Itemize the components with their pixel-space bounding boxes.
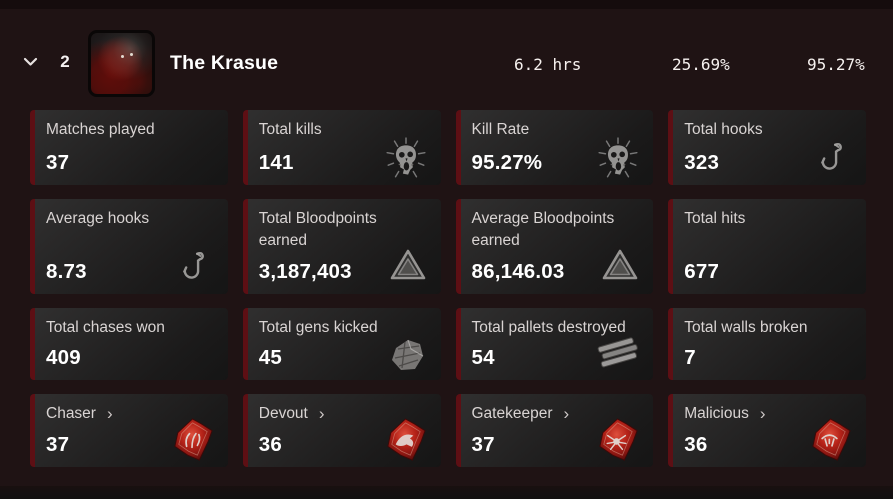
chevron-right-icon: › — [318, 404, 325, 423]
card-label: Total gens kicked — [258, 319, 378, 336]
stat-card-malicious[interactable]: Malicious › 36 — [668, 394, 866, 467]
card-label: Chaser — [46, 405, 96, 422]
stat-card-total-pallets-destroyed: Total pallets destroyed 54 — [455, 308, 654, 380]
skull-icon — [383, 137, 429, 183]
card-value: 86,146.03 — [471, 260, 565, 283]
card-value: 141 — [258, 151, 294, 174]
card-header: Total pallets destroyed — [472, 317, 640, 339]
card-value: 409 — [46, 346, 81, 369]
card-label: Kill Rate — [471, 121, 530, 138]
card-header: Total kills — [259, 119, 427, 141]
card-value: 95.27% — [471, 151, 543, 174]
card-header: Total walls broken — [684, 317, 852, 339]
top-divider — [0, 0, 893, 9]
stat-card-chaser[interactable]: Chaser › 37 — [30, 394, 228, 467]
chevron-right-icon: › — [563, 404, 570, 423]
card-label: Total pallets destroyed — [471, 319, 626, 336]
stats-grid: Matches played 37 Total kills 141 Kill R… — [30, 110, 866, 467]
card-value: 8.73 — [46, 260, 87, 283]
portrait-eyes — [121, 55, 124, 58]
card-label: Average Bloodpoints earned — [471, 210, 615, 249]
chevron-down-icon[interactable] — [20, 54, 40, 70]
chevron-right-icon: › — [759, 404, 766, 423]
kill-rate: 95.27% — [807, 55, 865, 74]
card-label: Total hits — [684, 210, 746, 227]
emblem-devout-icon — [382, 415, 429, 464]
card-label: Total chases won — [46, 319, 165, 336]
card-value: 3,187,403 — [258, 260, 352, 283]
card-header: Average Bloodpoints earned — [472, 208, 640, 252]
stat-card-total-hits: Total hits 677 — [668, 199, 866, 294]
card-value: 36 — [684, 433, 708, 456]
card-header: Malicious › — [684, 403, 852, 425]
bottom-divider — [0, 486, 893, 499]
card-label: Devout — [258, 405, 308, 422]
pallet-icon — [595, 337, 641, 369]
card-header: Kill Rate — [472, 119, 640, 141]
emblem-malicious-icon — [807, 415, 854, 464]
killer-portrait — [88, 30, 155, 97]
card-header: Total chases won — [46, 317, 214, 339]
stat-card-devout[interactable]: Devout › 36 — [242, 394, 441, 467]
card-header: Chaser › — [46, 403, 214, 425]
card-value: 323 — [684, 151, 720, 174]
emblem-chaser-icon — [169, 415, 216, 464]
card-label: Matches played — [46, 121, 155, 138]
stat-card-gatekeeper[interactable]: Gatekeeper › 37 — [455, 394, 654, 467]
hook-icon — [177, 249, 210, 286]
card-value: 54 — [471, 346, 495, 369]
card-header: Matches played — [46, 119, 214, 141]
card-header: Devout › — [259, 403, 427, 425]
emblem-gatekeeper-icon — [594, 415, 641, 464]
generator-icon — [387, 335, 427, 375]
stat-card-total-hooks: Total hooks 323 — [668, 110, 866, 185]
stat-card-average-hooks: Average hooks 8.73 — [30, 199, 228, 294]
card-label: Malicious — [684, 405, 749, 422]
card-value: 37 — [46, 433, 70, 456]
stat-card-average-bloodpoints-earned: Average Bloodpoints earned 86,146.03 — [455, 199, 654, 294]
skull-icon — [595, 137, 641, 183]
card-value: 677 — [684, 260, 720, 283]
card-label: Total kills — [258, 121, 322, 138]
card-label: Total hooks — [684, 121, 763, 138]
bloodpoints-icon — [600, 247, 640, 285]
card-value: 45 — [258, 346, 282, 369]
killer-header: 2 The Krasue 6.2 hrs 25.69% 95.27% — [0, 9, 893, 101]
stat-card-total-bloodpoints-earned: Total Bloodpoints earned 3,187,403 — [242, 199, 441, 294]
card-label: Total Bloodpoints earned — [258, 210, 377, 249]
stat-card-total-gens-kicked: Total gens kicked 45 — [242, 308, 441, 380]
card-label: Average hooks — [46, 210, 150, 227]
stat-card-total-walls-broken: Total walls broken 7 — [668, 308, 866, 380]
card-header: Total hits — [684, 208, 852, 230]
hook-icon — [815, 140, 848, 177]
card-value: 36 — [258, 433, 282, 456]
killer-name: The Krasue — [170, 52, 279, 74]
card-header: Gatekeeper › — [472, 403, 640, 425]
card-header: Total Bloodpoints earned — [259, 208, 427, 252]
chevron-right-icon: › — [106, 404, 113, 423]
card-header: Total gens kicked — [259, 317, 427, 339]
card-header: Average hooks — [46, 208, 214, 230]
stat-card-total-chases-won: Total chases won 409 — [30, 308, 228, 380]
bloodpoints-icon — [388, 247, 428, 285]
card-value: 37 — [46, 151, 70, 174]
pick-rate: 25.69% — [672, 55, 730, 74]
card-label: Gatekeeper — [471, 405, 553, 422]
killer-rank: 2 — [60, 52, 70, 71]
card-value: 37 — [471, 433, 495, 456]
card-label: Total walls broken — [684, 319, 808, 336]
card-header: Total hooks — [684, 119, 852, 141]
stat-card-matches-played: Matches played 37 — [30, 110, 228, 185]
hours-played: 6.2 hrs — [514, 55, 582, 74]
card-value: 7 — [684, 346, 696, 369]
stat-card-kill-rate: Kill Rate 95.27% — [455, 110, 654, 185]
stat-card-total-kills: Total kills 141 — [242, 110, 441, 185]
